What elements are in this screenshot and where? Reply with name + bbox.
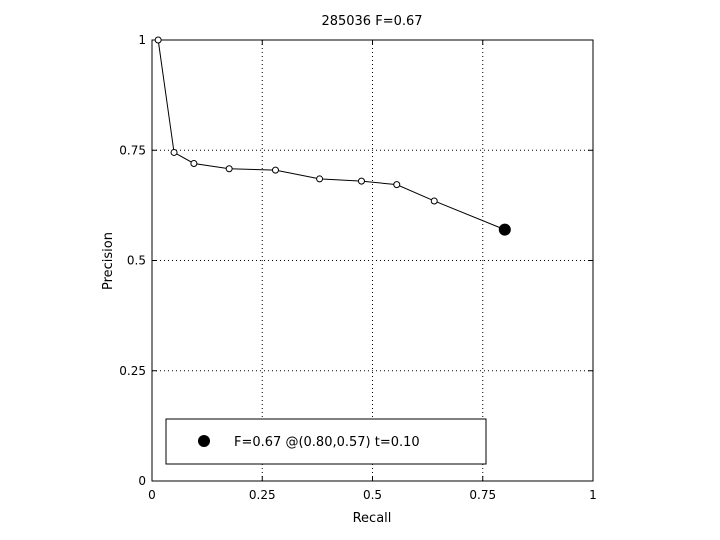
y-axis-label: Precision — [101, 232, 116, 290]
x-tick-label: 1 — [589, 488, 597, 502]
highlight-layer — [498, 223, 511, 236]
y-tick-label: 0.75 — [119, 143, 146, 157]
best-f-point-marker — [498, 223, 511, 236]
series-layer — [154, 36, 509, 234]
data-point-marker — [316, 175, 324, 183]
data-point-marker — [357, 177, 365, 185]
data-point-marker — [271, 166, 279, 174]
legend-marker-filled-circle — [198, 435, 210, 447]
data-point-marker — [430, 197, 438, 205]
data-point-marker — [225, 165, 233, 173]
tick-layer — [151, 39, 594, 482]
chart-title: 285036 F=0.67 — [321, 14, 422, 29]
x-tick-label: 0 — [148, 488, 156, 502]
legend-frame — [165, 418, 487, 465]
y-tick-label: 0.25 — [119, 364, 146, 378]
grid-layer — [152, 40, 593, 481]
tick-label-layer: 0 0.25 0.5 0.75 1 0 0.25 0.5 0.75 1 — [119, 33, 597, 502]
x-tick-label: 0.25 — [249, 488, 276, 502]
data-point-marker — [170, 148, 178, 156]
x-tick-label: 0.5 — [363, 488, 382, 502]
y-tick-label: 0 — [138, 474, 146, 488]
legend-entry-label: F=0.67 @(0.80,0.57) t=0.10 — [234, 435, 420, 450]
data-point-marker — [190, 159, 198, 167]
data-point-marker — [393, 181, 401, 189]
x-tick-label: 0.75 — [469, 488, 496, 502]
legend-box: F=0.67 @(0.80,0.57) t=0.10 — [165, 418, 487, 465]
y-tick-label: 1 — [138, 33, 146, 47]
y-tick-label: 0.5 — [127, 254, 146, 268]
data-point-marker — [154, 36, 162, 44]
series-line — [157, 39, 505, 231]
x-axis-label: Recall — [353, 511, 392, 526]
